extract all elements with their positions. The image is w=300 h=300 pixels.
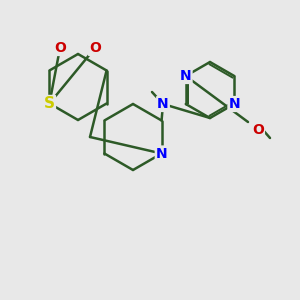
Text: O: O: [89, 41, 101, 55]
Text: O: O: [252, 123, 264, 137]
Text: O: O: [54, 41, 66, 55]
Text: N: N: [228, 97, 240, 111]
Text: S: S: [44, 96, 55, 111]
Text: N: N: [157, 97, 169, 111]
Text: N: N: [180, 69, 192, 83]
Text: N: N: [156, 146, 167, 161]
